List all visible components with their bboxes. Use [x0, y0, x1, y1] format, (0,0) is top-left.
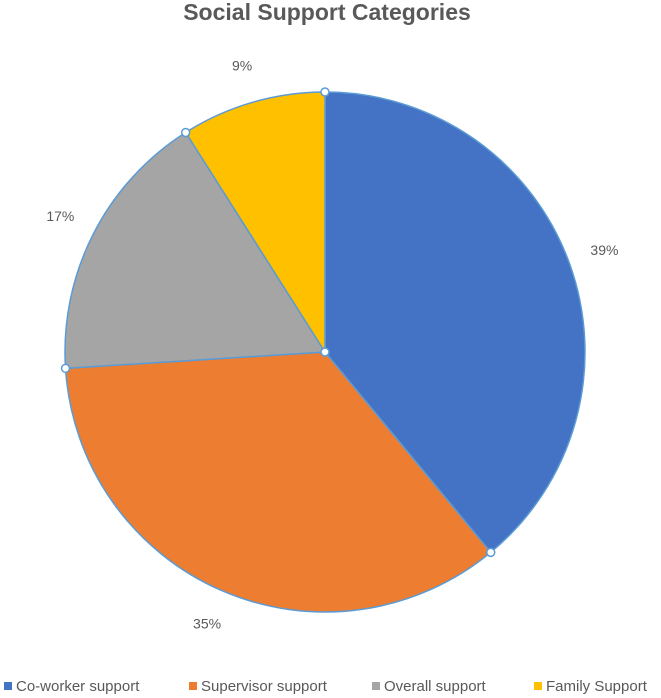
data-label: 17%	[46, 208, 74, 224]
data-label: 9%	[232, 57, 252, 73]
legend-label: Co-worker support	[16, 678, 140, 695]
chart-title: Social Support Categories	[183, 0, 471, 25]
legend-swatch	[534, 682, 542, 690]
legend-label: Overall support	[384, 678, 487, 695]
selection-handle	[320, 347, 330, 357]
legend-swatch	[189, 682, 197, 690]
data-label: 39%	[590, 242, 618, 258]
data-label: 35%	[193, 615, 221, 631]
pie-slice	[64, 351, 492, 613]
pie-slice	[324, 91, 586, 554]
selection-handle	[320, 87, 330, 97]
selection-handle	[60, 363, 71, 374]
selection-handle	[180, 127, 191, 138]
legend-label: Supervisor support	[201, 678, 328, 695]
legend-label: Family Support	[546, 678, 648, 695]
legend-swatch	[4, 682, 12, 690]
legend-swatch	[372, 682, 380, 690]
pie-slice	[64, 131, 327, 370]
selection-handle	[485, 547, 496, 558]
pie-slice	[184, 91, 326, 355]
